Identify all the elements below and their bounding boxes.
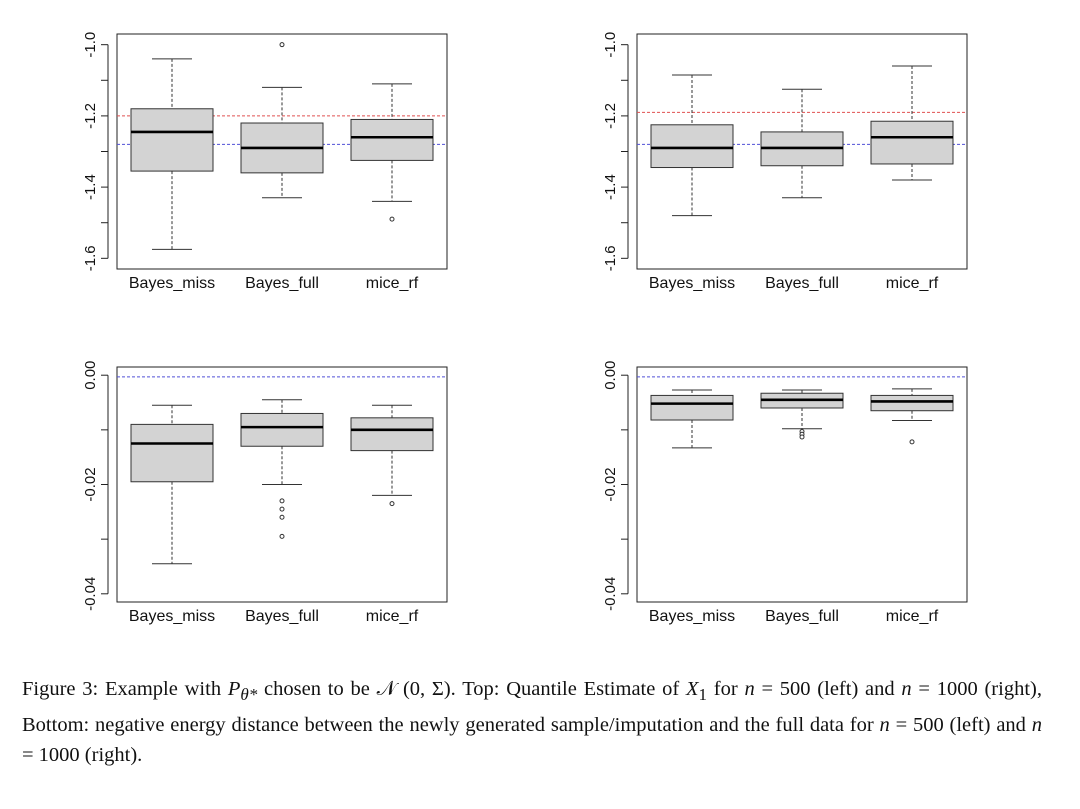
plot-frame bbox=[636, 33, 968, 270]
iqr-box bbox=[650, 124, 734, 169]
x-category-label: mice_rf bbox=[366, 608, 419, 625]
x-category-label: Bayes_full bbox=[765, 608, 839, 625]
iqr-box bbox=[130, 108, 214, 172]
box-mice_rf bbox=[350, 404, 434, 507]
x-category-label: Bayes_miss bbox=[649, 275, 735, 292]
iqr-box bbox=[240, 412, 324, 447]
y-tick-label: -0.04 bbox=[82, 577, 99, 611]
outlier-point bbox=[279, 514, 285, 520]
caption-label: Figure 3: bbox=[22, 678, 99, 700]
outlier-point bbox=[389, 216, 395, 222]
y-tick-label: -0.02 bbox=[82, 467, 99, 501]
box-Bayes_miss bbox=[130, 404, 214, 565]
y-tick-label: -1.2 bbox=[602, 103, 619, 129]
box-mice_rf bbox=[350, 83, 434, 222]
y-tick-label: 0.00 bbox=[602, 361, 619, 390]
iqr-box bbox=[130, 423, 214, 483]
y-tick-label: -0.04 bbox=[602, 577, 619, 611]
outlier-point bbox=[389, 501, 395, 507]
box-Bayes_miss bbox=[650, 389, 734, 449]
panel-bottom-right: -0.04 -0.02 0.00 Bayes_miss Bayes_full mice_r… bbox=[602, 361, 968, 625]
plot-frame bbox=[116, 33, 448, 270]
figure-caption: Figure 3: Example with Pθ* chosen to be … bbox=[22, 678, 1042, 767]
box-mice_rf bbox=[870, 388, 954, 445]
outlier-point bbox=[909, 439, 915, 445]
iqr-box bbox=[650, 394, 734, 421]
box-Bayes_full bbox=[760, 389, 844, 440]
box-mice_rf bbox=[870, 65, 954, 181]
panel-top-right: -1.6 -1.4 -1.2 -1.0 Bayes_miss Bayes_full mice… bbox=[602, 32, 968, 292]
iqr-box bbox=[350, 118, 434, 161]
x-category-label: mice_rf bbox=[886, 275, 939, 292]
plot-frame bbox=[636, 366, 968, 603]
plot-frame bbox=[116, 366, 448, 603]
outlier-point bbox=[279, 498, 285, 504]
x-category-label: Bayes_miss bbox=[129, 608, 215, 625]
y-tick-label: -0.02 bbox=[602, 467, 619, 501]
x-category-label: Bayes_miss bbox=[649, 608, 735, 625]
box-Bayes_full bbox=[240, 399, 324, 539]
outlier-point bbox=[279, 42, 285, 48]
x-category-label: Bayes_full bbox=[765, 275, 839, 292]
outlier-point bbox=[799, 434, 805, 440]
outlier-point bbox=[279, 533, 285, 539]
y-tick-label: -1.2 bbox=[82, 103, 99, 129]
iqr-box bbox=[870, 394, 954, 412]
y-tick-label: -1.0 bbox=[602, 32, 619, 58]
box-Bayes_full bbox=[760, 88, 844, 199]
panel-bottom-left: -0.04 -0.02 0.00 Bayes_miss Bayes_full mice_r… bbox=[82, 361, 448, 625]
panel-top-left: -1.6 -1.4 -1.2 -1.0 Bayes_miss Bayes_full mice… bbox=[82, 32, 448, 292]
x-category-label: mice_rf bbox=[366, 275, 419, 292]
box-Bayes_miss bbox=[130, 58, 214, 250]
x-category-label: Bayes_full bbox=[245, 608, 319, 625]
y-tick-label: -1.4 bbox=[602, 174, 619, 200]
box-Bayes_full bbox=[240, 42, 324, 199]
box-Bayes_miss bbox=[650, 74, 734, 217]
y-tick-label: -1.4 bbox=[82, 174, 99, 200]
iqr-box bbox=[350, 417, 434, 452]
x-category-label: Bayes_full bbox=[245, 275, 319, 292]
x-category-label: mice_rf bbox=[886, 608, 939, 625]
y-tick-label: -1.6 bbox=[602, 245, 619, 271]
x-category-label: Bayes_miss bbox=[129, 275, 215, 292]
y-tick-label: -1.6 bbox=[82, 245, 99, 271]
y-tick-label: -1.0 bbox=[82, 32, 99, 58]
iqr-box bbox=[870, 120, 954, 165]
outlier-point bbox=[279, 506, 285, 512]
y-tick-label: 0.00 bbox=[82, 361, 99, 390]
